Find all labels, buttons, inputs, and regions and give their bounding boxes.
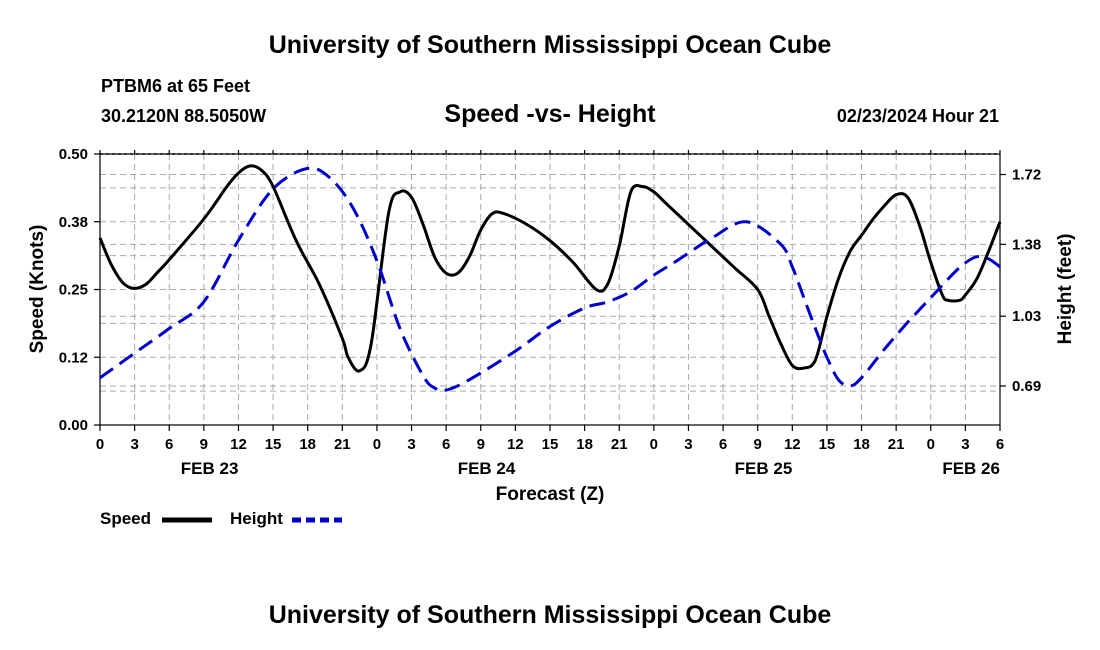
x-tick-label: 3 [407, 436, 415, 453]
speed-series-line [98, 164, 1002, 373]
y-tick-label: 0.25 [59, 282, 88, 299]
x-tick-label: 9 [200, 436, 208, 453]
x-tick-label: 6 [165, 436, 173, 453]
x-tick-label: 9 [754, 436, 762, 453]
x-tick-label: 12 [230, 436, 247, 453]
x-tick-label: 21 [611, 436, 628, 453]
station-label: PTBM6 at 65 Feet [101, 76, 251, 96]
x-tick-label: 15 [265, 436, 282, 453]
y-tick-label: 0.00 [59, 417, 88, 434]
y2-tick-label: 1.03 [1012, 308, 1041, 325]
grid-layer [100, 154, 1000, 425]
x-tick-label: 3 [961, 436, 969, 453]
x-tick-label: 3 [130, 436, 138, 453]
y2-axis-title: Height (feet) [1055, 234, 1076, 345]
day-label: FEB 25 [735, 459, 793, 478]
x-tick-label: 6 [442, 436, 450, 453]
x-tick-label: 21 [888, 436, 905, 453]
y-axis-title: Speed (Knots) [27, 225, 48, 354]
page-title: University of Southern Mississippi Ocean… [268, 31, 832, 59]
day-label-layer: FEB 23 FEB 24 FEB 25 FEB 26 [181, 459, 1000, 478]
x-tick-label: 0 [373, 436, 381, 453]
y2-tick-label: 0.69 [1012, 378, 1041, 395]
x-tick-label: 15 [542, 436, 559, 453]
y2-tick-label: 1.72 [1012, 167, 1041, 184]
legend-speed-label: Speed [100, 509, 152, 528]
footer-title: University of Southern Mississippi Ocean… [268, 601, 832, 629]
x-axis-title: Forecast (Z) [496, 484, 605, 505]
x-tick-label: 9 [477, 436, 485, 453]
x-tick-label: 18 [853, 436, 870, 453]
x-tick-label: 15 [819, 436, 836, 453]
x-tick-label: 12 [784, 436, 801, 453]
day-label: FEB 26 [942, 459, 1000, 478]
x-tick-label: 6 [719, 436, 727, 453]
height-series-line [99, 166, 1001, 393]
chart-title: Speed -vs- Height [444, 100, 656, 128]
x-tick-label: 3 [684, 436, 692, 453]
forecast-timestamp: 02/23/2024 Hour 21 [836, 106, 999, 126]
y-tick-label: 0.12 [59, 349, 88, 366]
day-label: FEB 24 [458, 459, 516, 478]
x-tick-label: 0 [650, 436, 658, 453]
y2-tick-layer: 0.69 1.03 1.38 1.72 [1000, 167, 1041, 395]
y-tick-label: 0.38 [59, 214, 88, 231]
x-tick-label: 0 [927, 436, 935, 453]
x-tick-label: 18 [576, 436, 593, 453]
x-tick-label: 12 [507, 436, 524, 453]
y-tick-layer: 0.00 0.12 0.25 0.38 0.50 [59, 146, 100, 434]
x-tick-label: 21 [334, 436, 351, 453]
x-tick-layer: 0 3 6 9 12 15 18 21 0 3 6 9 12 15 18 21 0 3 6 9 12 15 18 21 0 3 6 [96, 150, 1004, 453]
station-coordinates: 30.2120N 88.5050W [101, 106, 267, 126]
series-layer [98, 164, 1002, 393]
x-tick-label: 6 [996, 436, 1004, 453]
y-tick-label: 0.50 [59, 146, 88, 163]
legend-height-label: Height [230, 509, 283, 528]
day-label: FEB 23 [181, 459, 239, 478]
y2-tick-label: 1.38 [1012, 236, 1041, 253]
x-tick-label: 18 [299, 436, 316, 453]
x-tick-label: 0 [96, 436, 104, 453]
